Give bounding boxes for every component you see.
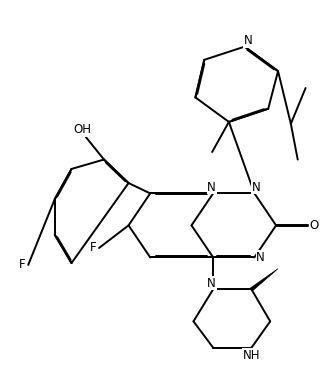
Text: NH: NH	[243, 349, 260, 362]
Text: N: N	[256, 251, 265, 264]
Text: OH: OH	[74, 123, 92, 136]
Text: N: N	[244, 35, 252, 47]
Text: O: O	[310, 219, 319, 232]
Text: F: F	[19, 258, 25, 272]
Text: F: F	[90, 241, 96, 254]
Text: N: N	[207, 181, 216, 194]
Polygon shape	[251, 269, 278, 291]
Text: N: N	[252, 181, 260, 194]
Text: N: N	[207, 277, 216, 290]
